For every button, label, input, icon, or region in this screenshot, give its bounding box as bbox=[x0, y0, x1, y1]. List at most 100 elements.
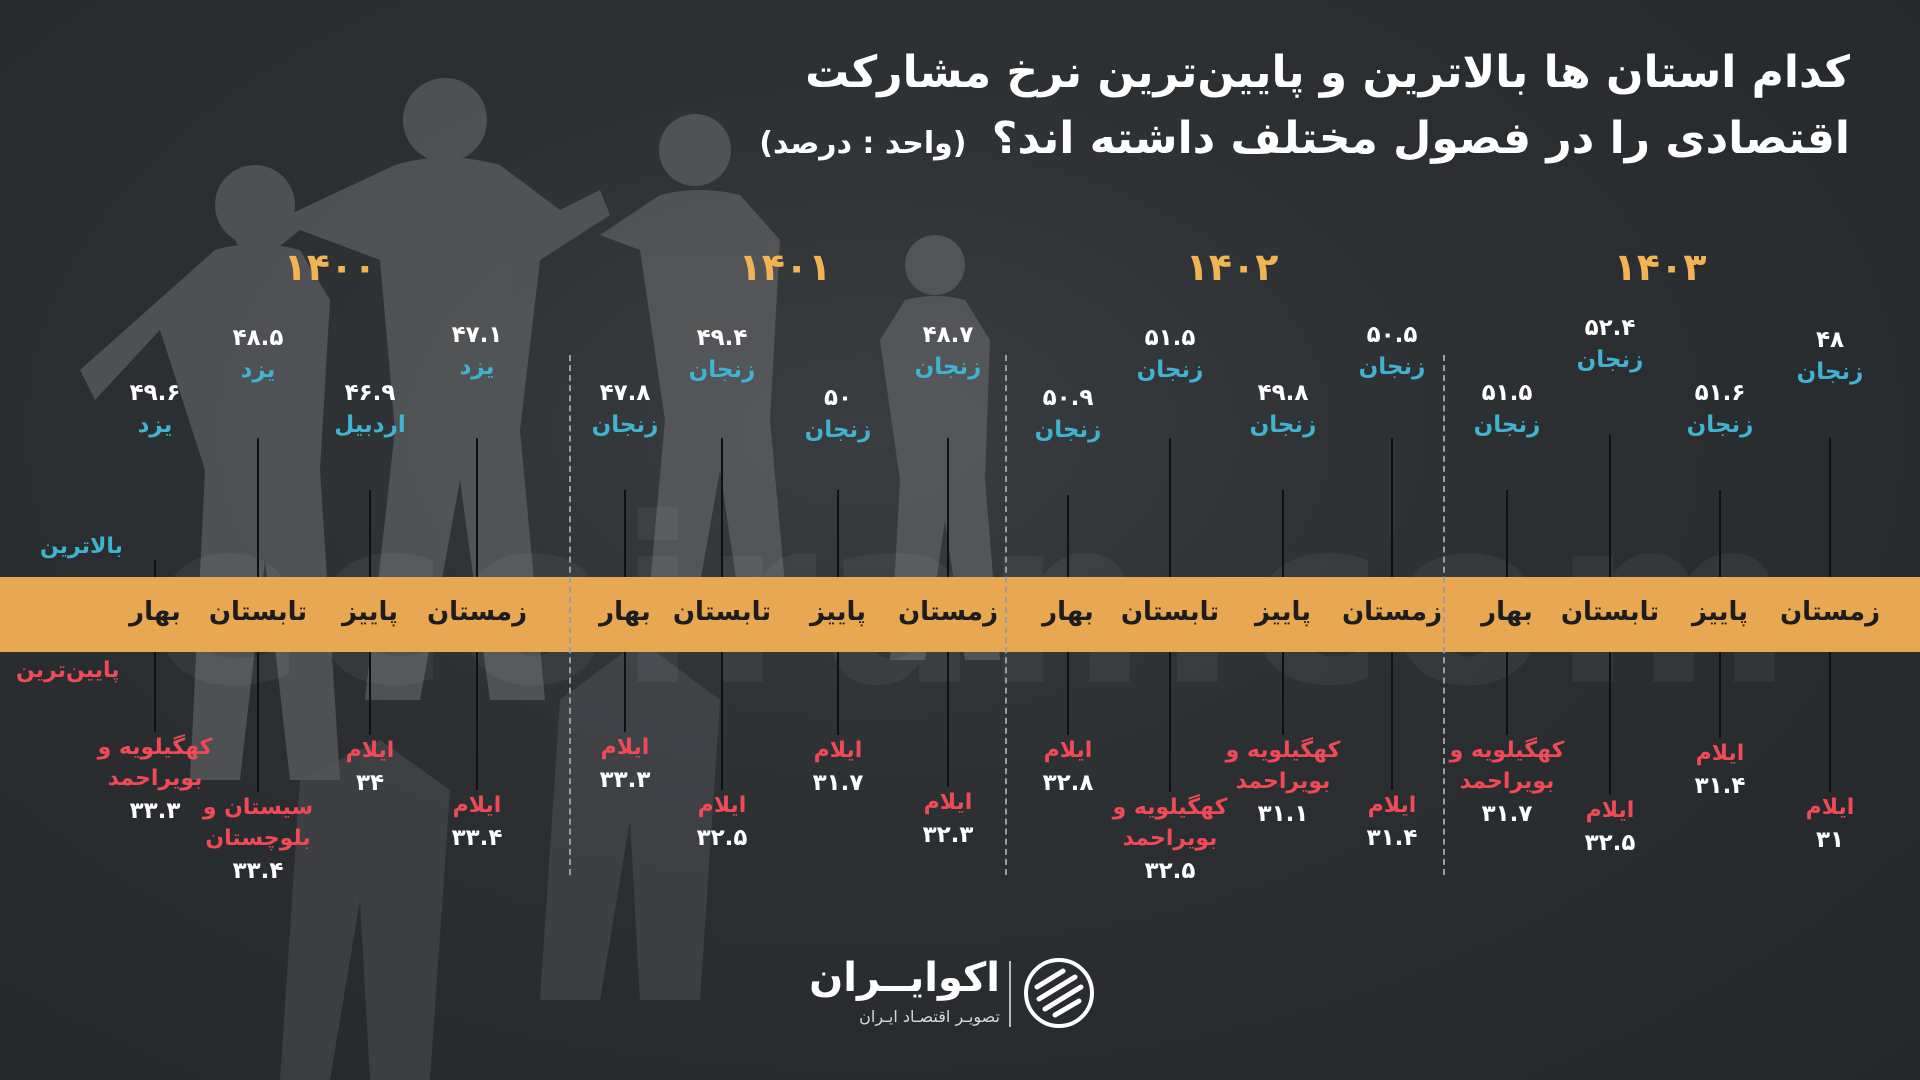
season-label: پاییز bbox=[341, 597, 399, 627]
highest-value: ۴۸.۷ bbox=[922, 322, 974, 348]
highest-value: ۵۰.۵ bbox=[1366, 322, 1418, 348]
highest-value: ۵۱.۵ bbox=[1481, 380, 1533, 406]
connector-line-lower bbox=[1609, 652, 1611, 795]
lowest-province: ایلام bbox=[697, 793, 747, 818]
lowest-value: ۳۳.۳ bbox=[129, 798, 181, 824]
highest-province: زنجان bbox=[688, 357, 756, 383]
lowest-province: ایلام bbox=[1043, 738, 1093, 763]
lowest-value: ۳۳.۴ bbox=[232, 858, 284, 884]
lowest-province: ایلام bbox=[1585, 798, 1635, 823]
highest-entry: ۵۱.۵ زنجان bbox=[1095, 322, 1245, 386]
connector-line-lower bbox=[624, 652, 626, 732]
season-band bbox=[0, 577, 1920, 652]
season-label: زمستان bbox=[897, 597, 999, 627]
lowest-entry: ایلام ۳۳.۴ bbox=[392, 790, 562, 855]
season-label: بهار bbox=[1481, 597, 1533, 627]
highest-entry: ۵۰.۹ زنجان bbox=[993, 382, 1143, 446]
season-label: تابستان bbox=[1120, 597, 1220, 627]
lowest-entry: کهگیلویه و بویراحمد ۳۱.۱ bbox=[1198, 735, 1368, 831]
lowest-province: کهگیلویه و بویراحمد bbox=[1225, 738, 1341, 794]
highest-value: ۵۱.۵ bbox=[1144, 325, 1196, 351]
season-label: تابستان bbox=[1560, 597, 1660, 627]
connector-line-lower bbox=[1506, 652, 1508, 735]
year-label-1403: ۱۴۰۳ bbox=[1613, 245, 1707, 289]
highest-province: یزد bbox=[240, 357, 276, 383]
lowest-entry: ایلام ۳۲.۳ bbox=[863, 787, 1033, 852]
connector-line-upper bbox=[1391, 438, 1393, 577]
logo-name: اکوایــران bbox=[809, 955, 1000, 1001]
highest-entry: ۵۱.۵ زنجان bbox=[1432, 377, 1582, 441]
highest-entry: ۴۹.۴ زنجان bbox=[647, 322, 797, 386]
lowest-value: ۳۲.۵ bbox=[1584, 830, 1636, 856]
connector-line-upper bbox=[476, 438, 478, 577]
connector-line-upper bbox=[1829, 438, 1831, 577]
highest-entry: ۵۱.۶ زنجان bbox=[1645, 377, 1795, 441]
highest-entry: ۴۷.۸ زنجان bbox=[550, 377, 700, 441]
highest-province: زنجان bbox=[1034, 417, 1102, 443]
highest-province: زنجان bbox=[1796, 359, 1864, 385]
highest-province: زنجان bbox=[804, 417, 872, 443]
year-divider bbox=[1443, 355, 1445, 875]
lowest-entry: ایلام ۳۲.۵ bbox=[1525, 795, 1695, 860]
highest-entry: ۵۰.۵ زنجان bbox=[1317, 319, 1467, 383]
highest-entry: ۴۸.۷ زنجان bbox=[873, 319, 1023, 383]
lowest-value: ۳۱.۴ bbox=[1694, 773, 1746, 799]
season-label: پاییز bbox=[809, 597, 867, 627]
lowest-province: کهگیلویه و بویراحمد bbox=[1112, 795, 1228, 851]
season-label: پاییز bbox=[1254, 597, 1312, 627]
ecoiran-logo: اکوایــران تصویـر اقتصـاد ایـران bbox=[809, 955, 1095, 1035]
connector-line-lower bbox=[1829, 652, 1831, 792]
lowest-province: سیستان و بلوچستان bbox=[202, 795, 314, 851]
highest-entry: ۵۲.۴ زنجان bbox=[1535, 312, 1685, 376]
lowest-entry: ایلام ۳۱.۴ bbox=[1307, 790, 1477, 855]
legend-lowest: پایین‌ترین bbox=[16, 658, 120, 683]
highest-province: زنجان bbox=[1576, 347, 1644, 373]
highest-value: ۵۱.۶ bbox=[1694, 380, 1746, 406]
season-label: پاییز bbox=[1691, 597, 1749, 627]
highest-entry: ۴۹.۶ یزد bbox=[80, 377, 230, 441]
lowest-entry: کهگیلویه و بویراحمد ۳۳.۳ bbox=[70, 732, 240, 828]
season-label: زمستان bbox=[426, 597, 528, 627]
year-label-1401: ۱۴۰۱ bbox=[738, 245, 832, 289]
highest-value: ۵۰.۹ bbox=[1042, 385, 1094, 411]
connector-line-lower bbox=[837, 652, 839, 735]
legend-highest: بالاترین bbox=[40, 534, 123, 559]
logo-tagline: تصویـر اقتصـاد ایـران bbox=[859, 1007, 1000, 1026]
highest-province: زنجان bbox=[1249, 412, 1317, 438]
year-label-1400: ۱۴۰۰ bbox=[283, 245, 377, 289]
connector-line-lower bbox=[1719, 652, 1721, 738]
lowest-value: ۳۴ bbox=[355, 770, 385, 796]
highest-value: ۴۸ bbox=[1815, 327, 1845, 353]
connector-line-upper bbox=[1067, 495, 1069, 577]
lowest-value: ۳۱.۴ bbox=[1366, 825, 1418, 851]
highest-province: زنجان bbox=[1358, 354, 1426, 380]
highest-entry: ۴۸.۵ یزد bbox=[183, 322, 333, 386]
lowest-value: ۳۲.۳ bbox=[922, 822, 974, 848]
lowest-entry: کهگیلویه و بویراحمد ۳۱.۷ bbox=[1422, 735, 1592, 831]
lowest-entry: ایلام ۳۲.۸ bbox=[983, 735, 1153, 800]
year-divider bbox=[569, 355, 571, 875]
season-label: تابستان bbox=[208, 597, 308, 627]
connector-line-lower bbox=[947, 652, 949, 787]
connector-line-upper bbox=[1719, 490, 1721, 577]
lowest-entry: ایلام ۳۱.۷ bbox=[753, 735, 923, 800]
season-label: زمستان bbox=[1779, 597, 1881, 627]
highest-province: زنجان bbox=[914, 354, 982, 380]
title-line-2-text: اقتصادی را در فصول مختلف داشته اند؟ bbox=[991, 113, 1850, 164]
highest-province: یزد bbox=[459, 354, 495, 380]
lowest-province: ایلام bbox=[1805, 795, 1855, 820]
highest-entry: ۵۰ زنجان bbox=[763, 382, 913, 446]
lowest-entry: ایلام ۳۳.۳ bbox=[540, 732, 710, 797]
highest-value: ۵۰ bbox=[823, 385, 853, 411]
season-label: بهار bbox=[1042, 597, 1094, 627]
logo-separator bbox=[1009, 961, 1011, 1027]
unit-label: (واحد : درصد) bbox=[759, 126, 967, 161]
highest-province: زنجان bbox=[1686, 412, 1754, 438]
highest-entry: ۴۶.۹ اردبیل bbox=[295, 377, 445, 441]
connector-line-upper bbox=[947, 438, 949, 577]
connector-line-lower bbox=[1067, 652, 1069, 735]
highest-value: ۴۹.۴ bbox=[696, 325, 748, 351]
highest-entry: ۴۹.۸ زنجان bbox=[1208, 377, 1358, 441]
lowest-value: ۳۱ bbox=[1815, 827, 1845, 853]
highest-entry: ۴۷.۱ یزد bbox=[402, 319, 552, 383]
